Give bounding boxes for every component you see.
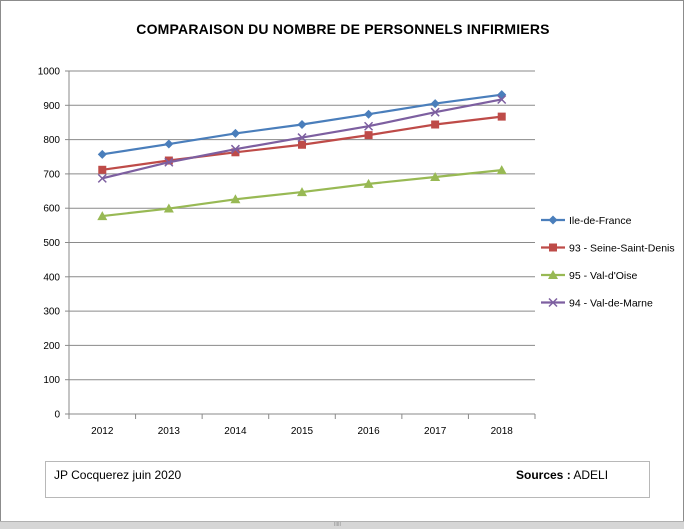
legend-label: 94 - Val-de-Marne	[569, 298, 653, 310]
x-tick-label: 2014	[224, 426, 247, 437]
y-tick-label: 700	[43, 169, 60, 180]
data-point	[496, 165, 507, 175]
legend-marker	[548, 270, 558, 279]
horizontal-scrollbar[interactable]: IIIII	[0, 521, 684, 529]
chart-title: COMPARAISON DU NOMBRE DE PERSONNELS INFI…	[136, 21, 550, 37]
legend-label: 93 - Seine-Saint-Denis	[569, 243, 675, 255]
x-axis: 2012 2013 2014 2015 2016 2017 2018	[68, 413, 536, 437]
series-group	[97, 90, 507, 221]
legend: Ile-de-France 93 - Seine-Saint-Denis 95 - …	[541, 215, 675, 310]
legend-marker	[548, 297, 558, 308]
y-tick-label: 300	[43, 307, 60, 318]
footer-box: JP Cocquerez juin 2020 Sources : ADELI	[45, 461, 650, 498]
data-point	[297, 187, 307, 197]
x-tick-label: 2012	[91, 426, 114, 437]
y-tick-label: 200	[43, 341, 60, 352]
data-point	[297, 120, 307, 130]
legend-marker	[549, 243, 557, 252]
data-point	[364, 131, 373, 140]
data-point	[230, 144, 240, 154]
data-point	[97, 173, 107, 183]
data-point	[430, 99, 440, 109]
data-point	[363, 178, 374, 188]
data-point	[231, 148, 240, 157]
y-tick-label: 900	[43, 101, 60, 112]
data-point	[164, 157, 174, 167]
y-tick-label: 600	[43, 204, 60, 215]
data-point	[97, 211, 108, 221]
data-point	[97, 149, 107, 159]
legend-label: 95 - Val-d'Oise	[569, 270, 637, 282]
marker-stroke	[497, 94, 507, 104]
data-point	[163, 203, 174, 213]
data-point	[364, 109, 374, 119]
y-axis: 0 100 200 300 400 500 600 700 800 900 1000	[38, 67, 70, 421]
data-point	[497, 90, 507, 100]
marker-stroke	[297, 133, 307, 143]
legend-marker	[548, 215, 558, 225]
sources-label: Sources :	[516, 468, 571, 482]
gridlines	[69, 70, 535, 381]
data-point	[298, 140, 306, 149]
y-tick-label: 1000	[38, 67, 61, 78]
data-point	[430, 107, 440, 117]
sources-note: Sources : ADELI	[516, 468, 608, 482]
data-point	[497, 94, 507, 104]
x-tick-label: 2017	[424, 426, 447, 437]
x-tick-label: 2018	[491, 426, 514, 437]
marker-stroke	[97, 173, 107, 183]
y-tick-label: 500	[43, 238, 60, 249]
x-tick-label: 2015	[291, 426, 314, 437]
data-point	[431, 120, 440, 129]
marker-stroke	[548, 297, 558, 308]
data-point	[230, 128, 240, 138]
legend-label: Ile-de-France	[569, 215, 632, 227]
data-point	[364, 121, 374, 131]
marker-stroke	[364, 121, 374, 131]
marker-stroke	[430, 107, 440, 117]
scrollbar-grip-icon[interactable]: IIIII	[334, 522, 341, 528]
data-point	[164, 156, 173, 165]
y-tick-label: 800	[43, 135, 60, 146]
data-point	[164, 139, 174, 149]
marker-stroke	[164, 157, 174, 167]
x-tick-label: 2016	[357, 426, 380, 437]
data-point	[230, 194, 241, 204]
sources-value: ADELI	[570, 468, 609, 482]
data-point	[297, 133, 307, 143]
marker-stroke	[230, 144, 240, 154]
data-point	[98, 165, 107, 174]
data-point	[430, 171, 441, 181]
x-tick-label: 2013	[158, 426, 181, 437]
author-note: JP Cocquerez juin 2020	[54, 468, 182, 482]
data-point	[497, 112, 506, 121]
y-tick-label: 400	[43, 272, 60, 283]
series-line	[102, 98, 502, 180]
y-tick-label: 100	[43, 375, 60, 386]
y-tick-label: 0	[54, 410, 60, 421]
